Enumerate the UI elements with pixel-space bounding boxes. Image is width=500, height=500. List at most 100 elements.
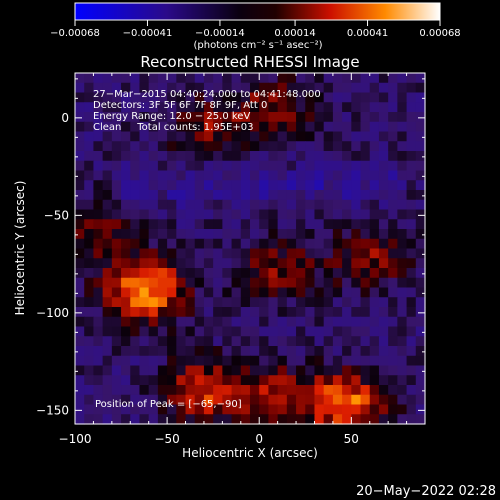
heatmap-cell — [323, 238, 334, 250]
heatmap-cell — [84, 229, 95, 240]
heatmap-cell — [286, 190, 297, 201]
heatmap-cell — [84, 238, 95, 250]
heatmap-cell — [369, 112, 380, 123]
heatmap-cell — [185, 199, 196, 211]
heatmap-cell — [84, 404, 95, 415]
y-axis-ticks: 0 −50 −100 −150 — [36, 78, 425, 417]
heatmap-cell — [342, 404, 352, 415]
heatmap-cell — [75, 277, 85, 289]
heatmap-cell — [323, 355, 334, 367]
heatmap-cell — [194, 102, 205, 113]
heatmap-cell — [259, 268, 270, 279]
heatmap-cell — [314, 414, 325, 425]
heatmap-cell — [231, 229, 242, 240]
heatmap-cell — [296, 394, 306, 406]
heatmap-cell — [84, 141, 95, 152]
heatmap-cell — [314, 92, 325, 103]
heatmap-cell — [111, 209, 122, 220]
heatmap-cell — [314, 355, 325, 367]
heatmap-cell — [360, 82, 371, 94]
heatmap-cell — [388, 297, 398, 308]
heatmap-cell — [130, 394, 141, 406]
heatmap-cell — [314, 326, 325, 337]
heatmap-cell — [378, 268, 389, 279]
heatmap-cell — [378, 336, 389, 347]
heatmap-cell — [351, 160, 362, 172]
heatmap-cell — [397, 131, 408, 142]
colorbar-tick-label: 0.00014 — [274, 28, 315, 39]
heatmap-cell — [231, 219, 242, 230]
heatmap-cell — [203, 160, 214, 172]
heatmap-cell — [314, 209, 325, 220]
heatmap-cell — [231, 92, 242, 103]
heatmap-cell — [240, 297, 251, 308]
heatmap-cell — [305, 414, 316, 425]
heatmap-cell — [121, 316, 131, 328]
heatmap-cell — [176, 141, 187, 152]
heatmap-cell — [231, 112, 242, 123]
heatmap-cell — [369, 277, 380, 289]
heatmap-cell — [111, 385, 122, 396]
heatmap-cell — [360, 238, 371, 250]
heatmap-cell — [148, 180, 159, 191]
heatmap-cell — [130, 219, 141, 230]
heatmap-cell — [176, 385, 187, 396]
heatmap-cell — [203, 248, 214, 259]
heatmap-cell — [213, 316, 223, 328]
heatmap-cell — [93, 365, 104, 376]
heatmap-cell — [397, 268, 408, 279]
heatmap-cell — [157, 151, 168, 162]
heatmap-cell — [323, 229, 334, 240]
heatmap-cell — [203, 190, 214, 201]
heatmap-cell — [130, 346, 141, 357]
heatmap-cell — [194, 307, 205, 318]
heatmap-cell — [240, 277, 251, 289]
heatmap-cell — [342, 229, 352, 240]
heatmap-cell — [259, 277, 270, 289]
heatmap-cell — [415, 199, 426, 211]
x-tick-label: 50 — [344, 432, 359, 446]
heatmap-cell — [222, 170, 233, 181]
heatmap-cell — [139, 248, 150, 259]
heatmap-cell — [388, 277, 398, 289]
heatmap-cell — [176, 355, 187, 367]
heatmap-cell — [296, 190, 306, 201]
heatmap-cell — [203, 238, 214, 250]
heatmap-cell — [139, 180, 150, 191]
heatmap-cell — [139, 141, 150, 152]
heatmap-cell — [148, 92, 159, 103]
heatmap-cell — [332, 365, 343, 376]
heatmap-cell — [222, 394, 233, 406]
heatmap-cell — [415, 307, 426, 318]
heatmap-cell — [222, 102, 233, 113]
heatmap-cell — [167, 238, 177, 250]
heatmap-cell — [378, 209, 389, 220]
heatmap-cell — [194, 180, 205, 191]
heatmap-cell — [296, 297, 306, 308]
heatmap-cell — [250, 82, 260, 94]
heatmap-cell — [185, 141, 196, 152]
heatmap-cell — [415, 131, 426, 142]
heatmap-cell — [111, 336, 122, 347]
heatmap-cell — [369, 209, 380, 220]
heatmap-cell — [213, 141, 223, 152]
heatmap-cell — [342, 326, 352, 337]
heatmap-cell — [121, 414, 131, 425]
heatmap-cell — [148, 297, 159, 308]
heatmap-cell — [397, 141, 408, 152]
heatmap-cell — [84, 346, 95, 357]
heatmap-cell — [369, 287, 380, 298]
heatmap-cell — [388, 112, 398, 123]
heatmap-cell — [388, 365, 398, 376]
heatmap-cell — [268, 238, 279, 250]
heatmap-cell — [323, 121, 334, 133]
heatmap-cell — [84, 336, 95, 347]
heatmap-cell — [75, 365, 85, 376]
heatmap-cell — [157, 277, 168, 289]
heatmap-cell — [378, 277, 389, 289]
heatmap-cell — [194, 190, 205, 201]
heatmap-cell — [351, 131, 362, 142]
heatmap-cell — [250, 248, 260, 259]
heatmap-cell — [185, 112, 196, 123]
